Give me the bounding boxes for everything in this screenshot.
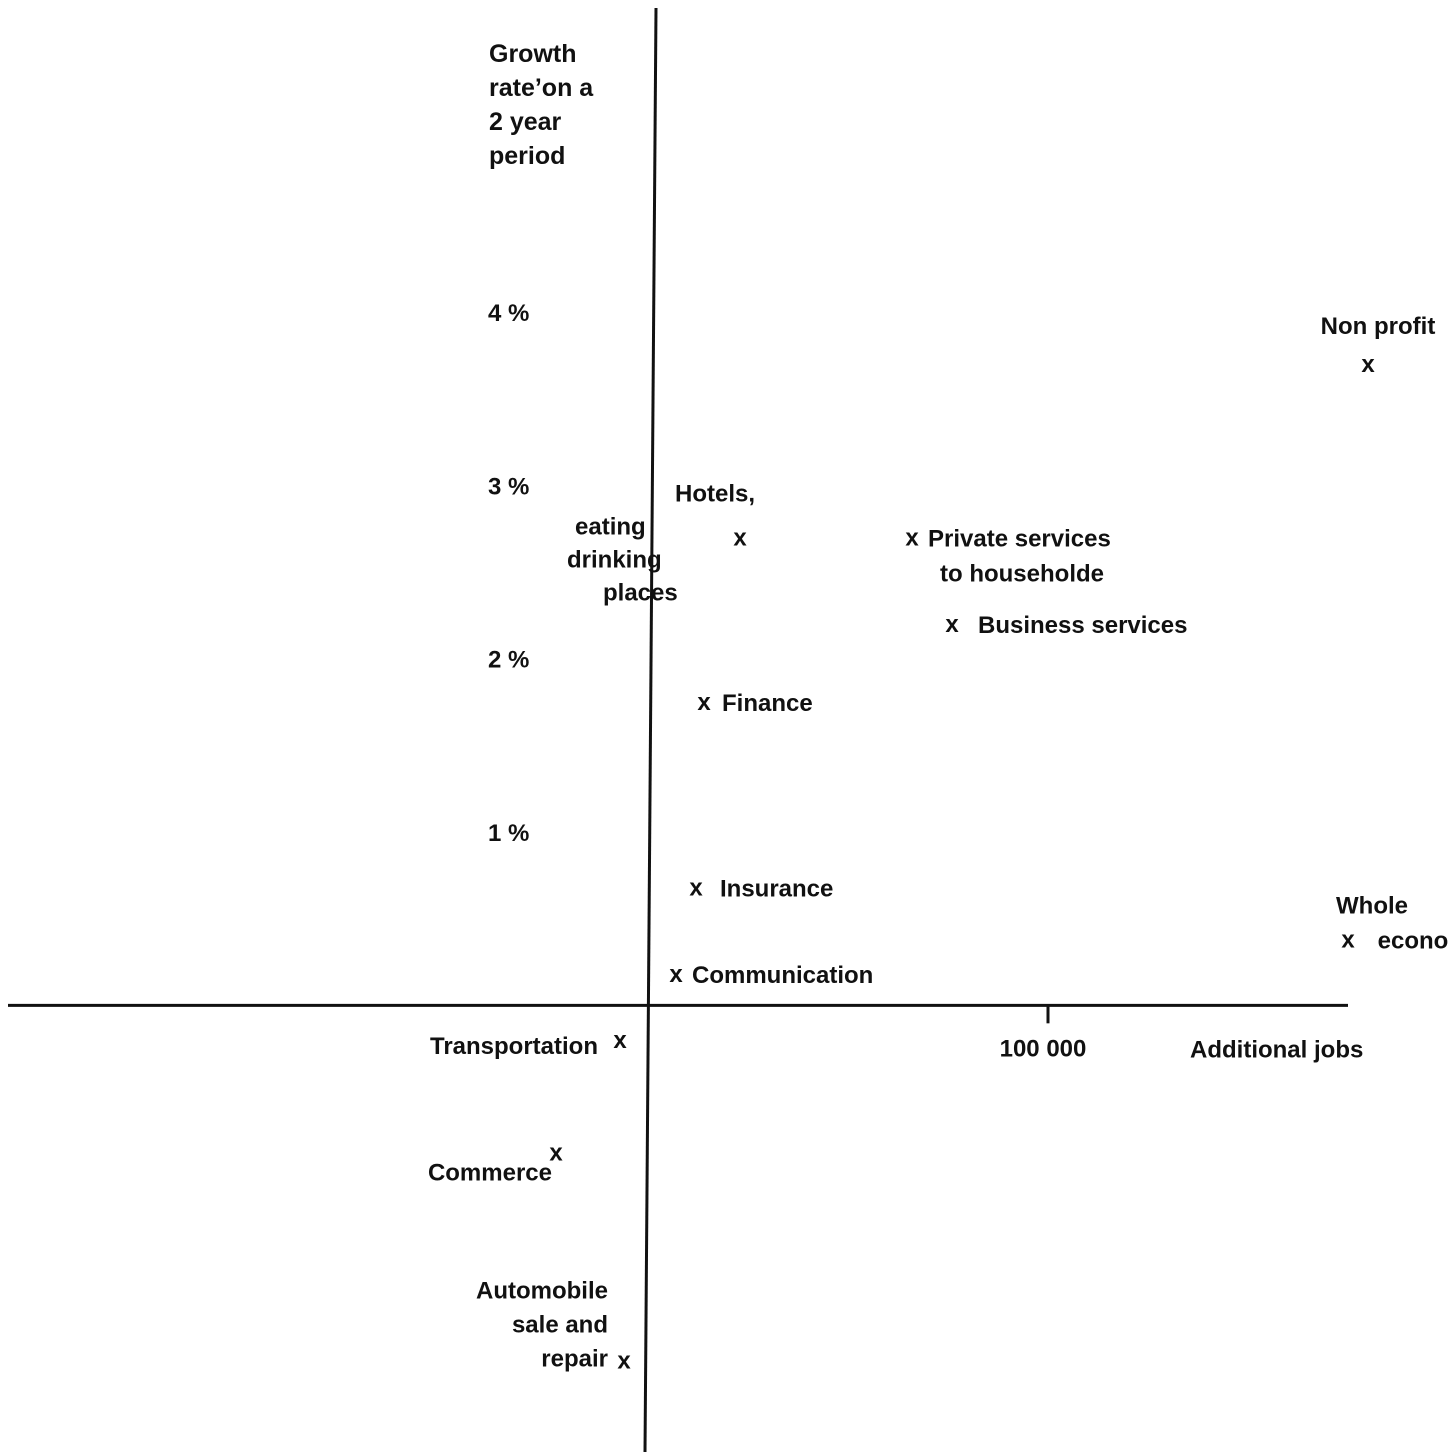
y-tick-label: 4 % [488, 300, 529, 327]
y-axis-label: Growth rate’on a 2 year period [489, 40, 594, 170]
data-point: x Whole economy [1336, 892, 1448, 954]
y-axis-label-line: period [489, 142, 565, 170]
y-tick-labels: 1 % 2 % 3 % 4 % [488, 300, 529, 847]
data-point: x Hotels, eating drinking places [567, 480, 755, 606]
point-label: Insurance [720, 875, 833, 902]
point-marker: x [1341, 926, 1355, 953]
point-label: repair [541, 1346, 608, 1373]
x-tick-label: 100 000 [1000, 1035, 1087, 1062]
point-label: to householde [940, 560, 1104, 587]
point-label: Business services [978, 612, 1187, 639]
x-axis-label: Additional jobs [1190, 1036, 1363, 1063]
point-label: Whole [1336, 892, 1408, 919]
y-axis-label-line: 2 year [489, 108, 562, 136]
point-label: economy [1378, 927, 1448, 954]
y-axis-label-line: Growth [489, 40, 577, 68]
point-label: sale and [512, 1312, 608, 1339]
point-label: Finance [722, 690, 813, 717]
y-axis-label-line: rate’on a [489, 74, 594, 102]
y-axis-line [643, 7, 658, 1453]
data-point: x Transportation [430, 1027, 627, 1060]
point-marker: x [617, 1348, 631, 1375]
data-point: x Business services [945, 611, 1187, 639]
point-label: Non profit [1321, 313, 1436, 340]
data-point: x Automobile sale and repair [476, 1278, 631, 1375]
point-label: eating [575, 513, 646, 540]
point-marker: x [689, 874, 703, 901]
point-marker: x [697, 689, 711, 716]
axes [8, 7, 1348, 1453]
data-point: x Finance [697, 689, 812, 717]
data-point: x Communication [669, 961, 873, 989]
point-label: drinking [567, 546, 662, 573]
y-tick-label: 3 % [488, 473, 529, 500]
point-label: Automobile [476, 1278, 608, 1305]
point-label: Transportation [430, 1033, 598, 1060]
point-marker: x [669, 961, 683, 988]
point-marker: x [733, 524, 747, 551]
point-label: Hotels, [675, 480, 755, 507]
point-label: Commerce [428, 1160, 552, 1187]
y-tick-label: 2 % [488, 647, 529, 674]
point-marker: x [945, 611, 959, 638]
x-ticks: 100 000 [1000, 1005, 1087, 1062]
data-point: x Private services to householde [905, 524, 1110, 587]
point-label: places [603, 579, 678, 606]
point-label: Communication [692, 962, 873, 989]
point-marker: x [1361, 351, 1375, 378]
point-marker: x [549, 1140, 563, 1167]
point-marker: x [905, 524, 919, 551]
data-point: x Insurance [689, 874, 833, 902]
y-tick-label: 1 % [488, 820, 529, 847]
point-marker: x [613, 1027, 627, 1054]
point-label: Private services [928, 525, 1111, 552]
data-point: x Non profit [1321, 313, 1436, 378]
